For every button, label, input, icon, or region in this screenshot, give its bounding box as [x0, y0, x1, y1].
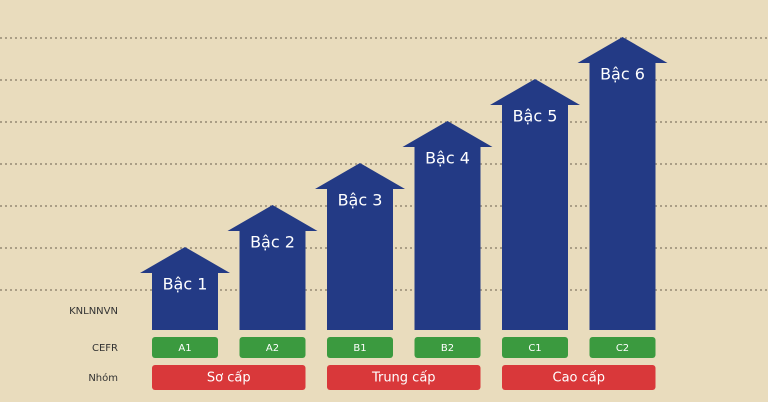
level-label: Bậc 6: [600, 65, 645, 84]
cefr-box: [502, 337, 568, 358]
cefr-box: [327, 337, 393, 358]
level-label: Bậc 1: [163, 275, 208, 294]
cefr-label: B2: [441, 343, 454, 354]
level-arrow: [577, 37, 668, 330]
group-box: [327, 365, 481, 390]
group-label: Cao cấp: [553, 371, 606, 386]
level-label: Bậc 5: [513, 107, 558, 126]
group-label: Sơ cấp: [207, 371, 251, 386]
group-label: Trung cấp: [371, 371, 436, 386]
cefr-label: A2: [266, 343, 279, 354]
cefr-label: C2: [616, 343, 629, 354]
cefr-box: [152, 337, 218, 358]
cefr-box: [589, 337, 656, 358]
level-arrow: [227, 205, 318, 330]
group-box: [152, 365, 306, 390]
cefr-box: [239, 337, 306, 358]
row-label: KNLNNVN: [69, 306, 118, 317]
cefr-label: B1: [353, 343, 366, 354]
level-arrow: [402, 121, 493, 330]
level-arrow: [140, 247, 230, 330]
row-label: CEFR: [92, 343, 118, 354]
group-box: [502, 365, 656, 390]
row-label: Nhóm: [88, 372, 118, 384]
level-label: Bậc 4: [425, 149, 470, 168]
cefr-label: A1: [178, 343, 191, 354]
level-label: Bậc 2: [250, 233, 295, 252]
cefr-box: [414, 337, 481, 358]
level-label: Bậc 3: [338, 191, 383, 210]
level-arrow: [315, 163, 405, 330]
cefr-label: C1: [528, 343, 541, 354]
level-arrow: [490, 79, 580, 330]
